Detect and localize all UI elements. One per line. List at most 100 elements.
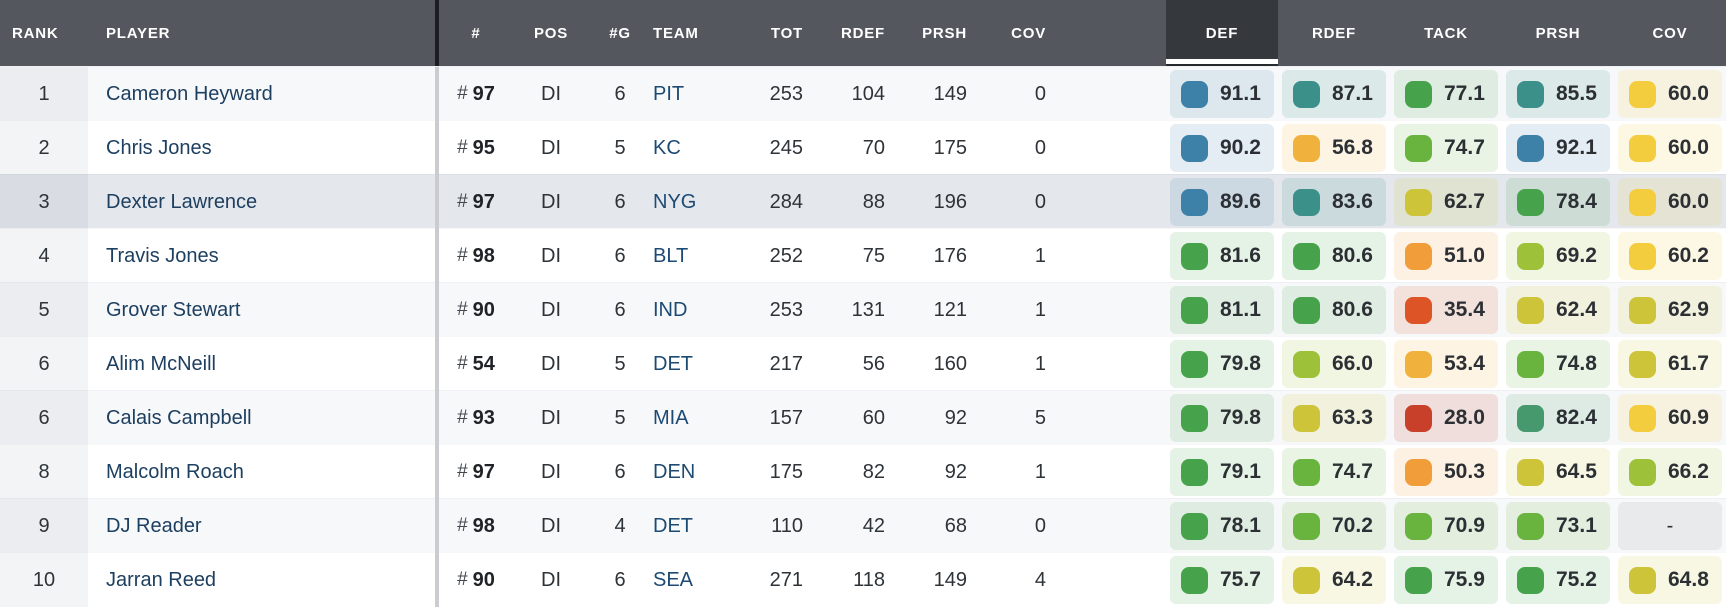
table-row[interactable]: 9 DJ Reader #98 DI 4 DET 110 42 68 0 78.1 70.2 70.9 7… [0, 498, 1726, 553]
col-header-rdef-grade[interactable]: RDEF [1311, 24, 1357, 42]
row-spacer [1066, 445, 1166, 499]
table-row[interactable]: 4 Travis Jones #98 DI 6 BLT 252 75 176 1 81.6 80.6 5… [0, 228, 1726, 283]
table-row[interactable]: 10 Jarran Reed #90 DI 6 SEA 271 118 149 4 75.7 64.2… [0, 552, 1726, 607]
rdef-grade-badge-cell: 70.2 [1278, 499, 1390, 553]
col-header-player[interactable]: PLAYER [106, 24, 171, 42]
col-header-pos[interactable]: POS [533, 24, 569, 42]
grade-value: 60.2 [1668, 244, 1709, 267]
team-link[interactable]: IND [653, 298, 688, 321]
col-header-rdef[interactable]: RDEF [840, 24, 885, 42]
def-grade-badge-cell: 81.6 [1166, 229, 1278, 283]
rdef-grade-badge: 74.7 [1282, 448, 1386, 496]
col-header-tot[interactable]: TOT [770, 24, 803, 42]
col-header-prsh[interactable]: PRSH [922, 24, 967, 42]
rdef-cell: 75 [862, 244, 885, 267]
player-link[interactable]: Chris Jones [106, 136, 212, 159]
player-link[interactable]: Grover Stewart [106, 298, 241, 321]
prsh-cell: 149 [933, 82, 967, 105]
player-cell: Cameron Heyward [88, 67, 435, 121]
def-grade-badge-cell: 91.1 [1166, 67, 1278, 121]
player-link[interactable]: Jarran Reed [106, 568, 217, 591]
rdef-grade-badge-cell: 64.2 [1278, 553, 1390, 607]
table-row[interactable]: 5 Grover Stewart #90 DI 6 IND 253 131 121 1 81.1 80… [0, 282, 1726, 337]
player-link[interactable]: Cameron Heyward [106, 82, 273, 105]
team-link[interactable]: DEN [653, 460, 696, 483]
grade-value: 85.5 [1556, 82, 1597, 105]
team-link[interactable]: KC [653, 136, 681, 159]
player-link[interactable]: Dexter Lawrence [106, 190, 258, 213]
cov-cell: 0 [1034, 136, 1046, 159]
player-link[interactable]: Travis Jones [106, 244, 219, 267]
team-link[interactable]: BLT [653, 244, 689, 267]
grade-color-chip [1629, 188, 1656, 216]
table-row[interactable]: 6 Alim McNeill #54 DI 5 DET 217 56 160 1 79.8 66.0 5… [0, 336, 1726, 391]
jersey-number: 98 [472, 244, 495, 267]
player-cell: Jarran Reed [88, 553, 435, 607]
prsh-cell: 176 [933, 244, 967, 267]
player-link[interactable]: DJ Reader [106, 514, 202, 537]
grade-color-chip [1293, 296, 1320, 324]
jersey-cell: #90 [439, 553, 513, 607]
table-row[interactable]: 6 Calais Campbell #93 DI 5 MIA 157 60 92 5 79.8 63.… [0, 390, 1726, 445]
row-spacer [1066, 121, 1166, 175]
col-header-jersey[interactable]: # [471, 24, 481, 42]
rdef-grade-badge-cell: 80.6 [1278, 229, 1390, 283]
team-link[interactable]: SEA [653, 568, 694, 591]
rdef-grade-badge-cell: 56.8 [1278, 121, 1390, 175]
grade-value: 78.1 [1220, 514, 1261, 537]
jersey-hash: # [457, 299, 468, 320]
column-divider [435, 553, 439, 607]
col-header-def-grade[interactable]: DEF [1166, 0, 1278, 66]
col-header-prsh-grade[interactable]: PRSH [1535, 24, 1581, 42]
col-header-cov[interactable]: COV [1011, 24, 1046, 42]
grade-color-chip [1293, 80, 1320, 108]
rdef-grade-badge-cell: 87.1 [1278, 67, 1390, 121]
table-row[interactable]: 2 Chris Jones #95 DI 5 KC 245 70 175 0 90.2 56.8 74.… [0, 120, 1726, 175]
table-row[interactable]: 1 Cameron Heyward #97 DI 6 PIT 253 104 149 0 91.1 8… [0, 66, 1726, 121]
prsh-grade-badge: 64.5 [1506, 448, 1610, 496]
col-header-rank[interactable]: RANK [12, 24, 59, 42]
player-link[interactable]: Malcolm Roach [106, 460, 244, 483]
team-link[interactable]: DET [653, 514, 693, 537]
grade-value: 80.6 [1332, 244, 1373, 267]
def-grade-badge: 81.6 [1170, 232, 1274, 280]
table-row[interactable]: 8 Malcolm Roach #97 DI 6 DEN 175 82 92 1 79.1 74.7 5… [0, 444, 1726, 499]
grade-value: 53.4 [1444, 352, 1485, 375]
prsh-grade-badge: 62.4 [1506, 286, 1610, 334]
team-link[interactable]: DET [653, 352, 693, 375]
cov-cell: 5 [1034, 406, 1046, 429]
rdef-cell: 60 [862, 406, 885, 429]
grade-color-chip [1405, 404, 1432, 432]
position-cell: DI [541, 568, 561, 591]
prsh-grade-badge: 69.2 [1506, 232, 1610, 280]
grade-value: 79.8 [1220, 352, 1261, 375]
player-link[interactable]: Alim McNeill [106, 352, 216, 375]
col-header-team[interactable]: TEAM [653, 24, 699, 42]
rdef-grade-badge: 63.3 [1282, 394, 1386, 442]
col-header-cov-grade[interactable]: COV [1652, 24, 1688, 42]
def-grade-badge: 75.7 [1170, 556, 1274, 604]
player-link[interactable]: Calais Campbell [106, 406, 252, 429]
rdef-grade-badge: 83.6 [1282, 178, 1386, 226]
cov-grade-badge-cell: 60.0 [1614, 175, 1726, 229]
grade-color-chip [1181, 296, 1208, 324]
grade-value: 83.6 [1332, 190, 1373, 213]
grade-color-chip [1181, 350, 1208, 378]
prsh-grade-badge-cell: 74.8 [1502, 337, 1614, 391]
grade-color-chip [1293, 404, 1320, 432]
prsh-grade-badge-cell: 75.2 [1502, 553, 1614, 607]
row-spacer [1066, 499, 1166, 553]
team-link[interactable]: MIA [653, 406, 689, 429]
col-header-games[interactable]: #G [609, 24, 631, 42]
games-cell: 4 [614, 514, 626, 537]
column-divider [435, 283, 439, 337]
jersey-number: 90 [472, 298, 495, 321]
cov-grade-badge-cell: 62.9 [1614, 283, 1726, 337]
team-link[interactable]: PIT [653, 82, 685, 105]
jersey-hash: # [457, 515, 468, 536]
def-grade-badge: 79.8 [1170, 394, 1274, 442]
col-header-tack-grade[interactable]: TACK [1424, 24, 1468, 42]
jersey-hash: # [457, 83, 468, 104]
team-link[interactable]: NYG [653, 190, 697, 213]
table-row[interactable]: 3 Dexter Lawrence #97 DI 6 NYG 284 88 196 0 89.6 83… [0, 174, 1726, 229]
